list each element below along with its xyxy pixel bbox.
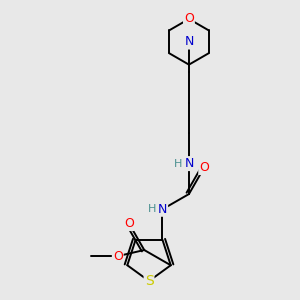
Text: N: N [184, 35, 194, 48]
Text: N: N [158, 203, 167, 216]
Text: O: O [113, 250, 123, 262]
Text: O: O [199, 161, 209, 174]
Text: O: O [124, 217, 134, 230]
Text: O: O [184, 13, 194, 26]
Text: N: N [184, 35, 194, 48]
Text: N: N [184, 157, 194, 170]
Text: H: H [148, 204, 156, 214]
Text: S: S [145, 274, 153, 288]
Text: H: H [174, 159, 182, 169]
